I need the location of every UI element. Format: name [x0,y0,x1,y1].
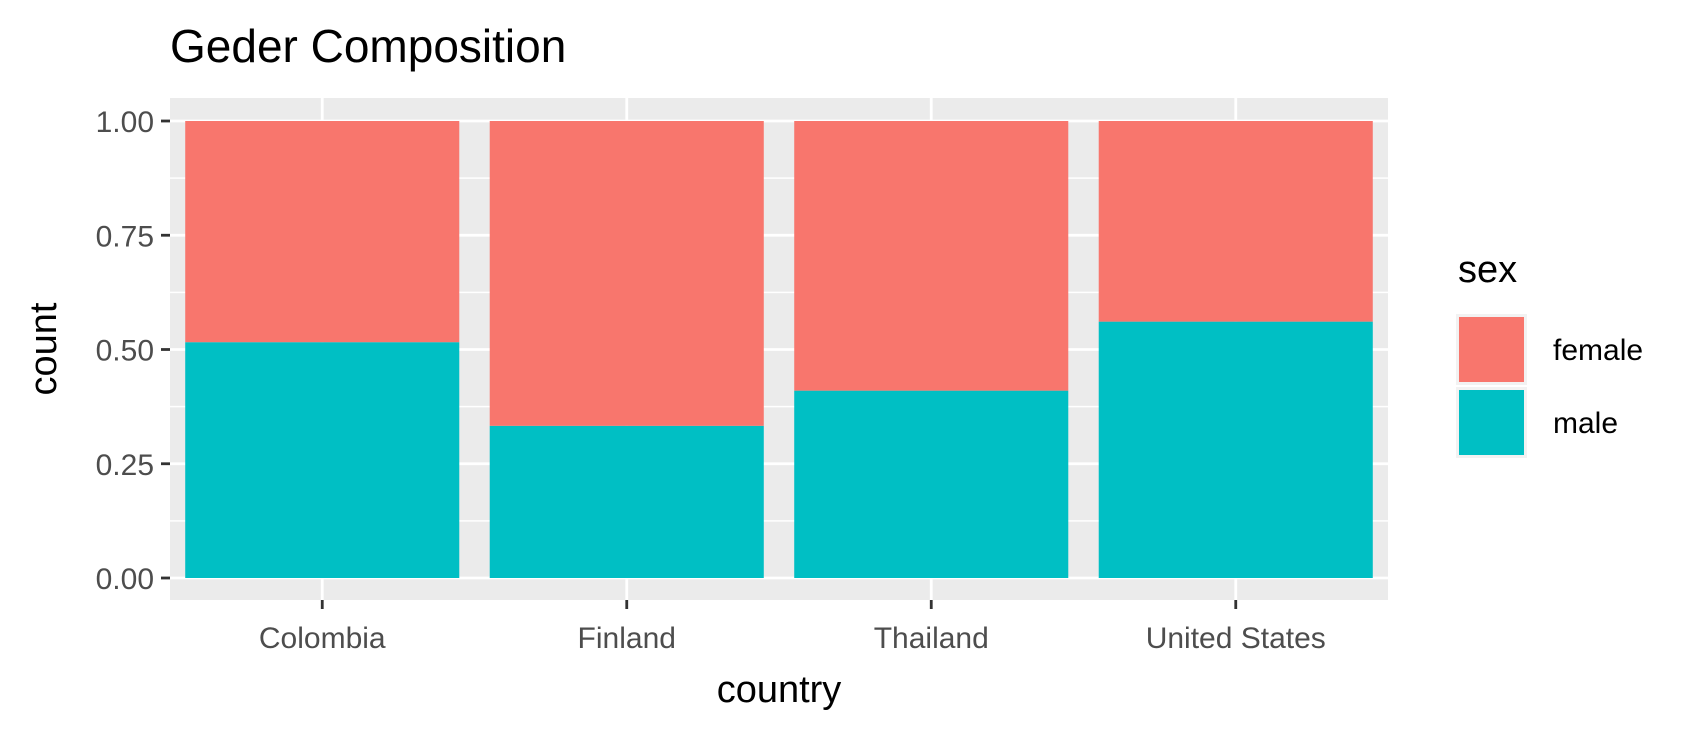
bar-thailand-male [794,390,1069,578]
bar-united-states-male [1098,321,1373,578]
legend-swatch-male [1459,390,1524,455]
y-tick-label: 1.00 [96,106,154,139]
x-tick-label: Colombia [259,622,386,655]
y-tick-label: 0.75 [96,220,154,253]
chart-title: Geder Composition [170,20,566,72]
x-tick-label: United States [1146,622,1326,655]
bar-united-states-female [1098,121,1373,322]
x-axis-title: country [717,669,842,711]
y-tick-label: 0.00 [96,563,154,596]
bar-thailand-female [794,121,1069,391]
y-axis-title: count [23,302,65,395]
x-axis: Colombia Finland Thailand United States [259,600,1326,655]
y-axis: 0.00 0.25 0.50 0.75 1.00 [96,106,170,596]
bar-finland-female [489,121,764,426]
legend: sex female male [1456,249,1643,458]
legend-label-male: male [1553,407,1618,440]
bar-colombia-male [185,342,460,578]
y-tick-label: 0.25 [96,449,154,482]
bar-finland-male [489,425,764,578]
legend-label-female: female [1553,334,1643,367]
x-tick-label: Finland [578,622,676,655]
legend-swatch-female [1459,317,1524,382]
legend-title: sex [1458,249,1517,291]
bars [185,121,1373,578]
bar-colombia-female [185,121,460,343]
x-tick-label: Thailand [874,622,989,655]
y-tick-label: 0.50 [96,335,154,368]
